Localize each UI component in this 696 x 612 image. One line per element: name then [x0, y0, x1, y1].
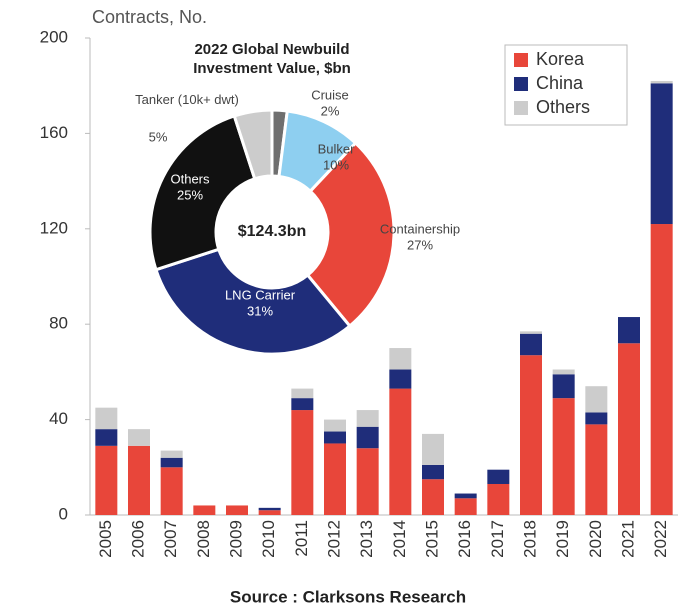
- y-tick-label: 0: [59, 504, 68, 523]
- bar-segment: [128, 445, 150, 515]
- x-tick-label: 2013: [357, 520, 376, 558]
- pie-value-label: 5%: [149, 129, 168, 144]
- bar-segment: [650, 83, 673, 225]
- y-tick-label: 40: [49, 409, 68, 428]
- bar-segment: [95, 445, 118, 515]
- bar-segment: [422, 464, 444, 480]
- pie-slice: [148, 114, 257, 272]
- bar-segment: [324, 443, 346, 515]
- bar-segment: [160, 450, 183, 458]
- x-tick-label: 2005: [96, 520, 115, 558]
- bar-segment: [552, 369, 575, 375]
- pie-value-label: 27%: [407, 237, 433, 252]
- legend-swatch: [514, 53, 528, 67]
- legend-label: China: [536, 73, 584, 93]
- bar-segment: [389, 348, 412, 370]
- x-tick-label: 2009: [226, 520, 245, 558]
- x-tick-label: 2007: [161, 520, 180, 558]
- bar-segment: [454, 493, 477, 499]
- x-tick-label: 2014: [390, 520, 409, 558]
- x-tick-label: 2016: [455, 520, 474, 558]
- bar-segment: [520, 333, 542, 356]
- bar-segment: [487, 483, 510, 515]
- pie-label: Others: [170, 171, 210, 186]
- bar-segment: [95, 429, 118, 446]
- legend-label: Korea: [536, 49, 585, 69]
- bar-segment: [389, 388, 412, 515]
- bar-segment: [618, 317, 640, 344]
- tanker-label-box: Tanker (10k+ dwt): [135, 92, 239, 107]
- source: Source : Clarksons Research: [230, 587, 466, 606]
- pie-center-label: $124.3bn: [238, 223, 306, 240]
- x-tick-label: 2018: [520, 520, 539, 558]
- pie-slice: [305, 140, 396, 329]
- bar-segment: [291, 410, 314, 515]
- bar-segment: [356, 410, 379, 427]
- pie-label: Tanker (10k+ dwt): [135, 92, 239, 107]
- bar-segment: [585, 424, 608, 515]
- pie-label: Bulker: [318, 141, 356, 156]
- bar-segment: [422, 479, 444, 515]
- x-tick-label: 2015: [422, 520, 441, 558]
- x-tick-label: 2017: [488, 520, 507, 558]
- y-tick-label: 120: [40, 218, 68, 237]
- bar-segment: [258, 510, 281, 515]
- legend-swatch: [514, 77, 528, 91]
- x-tick-label: 2021: [618, 520, 637, 558]
- x-tick-label: 2010: [259, 520, 278, 558]
- bar-segment: [618, 343, 640, 515]
- pie-slice: [232, 108, 274, 181]
- x-tick-label: 2020: [586, 520, 605, 558]
- bar-segment: [650, 224, 673, 515]
- bar-segment: [520, 355, 542, 515]
- legend-label: Others: [536, 97, 590, 117]
- bar-segment: [128, 429, 150, 446]
- bar-segment: [585, 412, 608, 425]
- bar-segment: [650, 80, 673, 84]
- bar-segment: [520, 331, 542, 334]
- bar-segment: [585, 386, 608, 413]
- bar-segment: [291, 388, 314, 399]
- bar-segment: [193, 505, 216, 515]
- pie-title-box: 2022 Global Newbuild Investment Value, $…: [193, 41, 351, 77]
- x-tick-label: 2012: [324, 520, 343, 558]
- y-axis-label: Contracts, No.: [92, 7, 207, 27]
- x-tick-label: 2008: [194, 520, 213, 558]
- bar-segment: [324, 431, 346, 444]
- pie-title: 2022 Global Newbuild Investment Value, $…: [193, 41, 351, 77]
- bar-segment: [356, 426, 379, 449]
- bar-segment: [324, 419, 346, 432]
- pie-value-label: 2%: [321, 103, 340, 118]
- pie-value-label: 10%: [323, 157, 349, 172]
- x-tick-label: 2011: [292, 520, 311, 557]
- bar-segment: [454, 498, 477, 515]
- bar-segment: [95, 407, 118, 430]
- legend-swatch: [514, 101, 528, 115]
- pie-label: Cruise: [311, 87, 349, 102]
- y-tick-label: 200: [40, 27, 68, 46]
- bar-segment: [487, 469, 510, 484]
- x-tick-label: 2006: [128, 520, 147, 558]
- pie-label: Containership: [380, 221, 460, 236]
- bar-segment: [422, 433, 444, 465]
- y-tick-label: 160: [40, 123, 68, 142]
- pie-value-label: 31%: [247, 303, 273, 318]
- bar-segment: [160, 467, 183, 515]
- bar-segment: [258, 507, 281, 511]
- bar-segment: [291, 398, 314, 411]
- pie-slice: [154, 247, 352, 356]
- pie-label: LNG Carrier: [225, 287, 296, 302]
- bar-segment: [160, 457, 183, 468]
- x-tick-label: 2022: [651, 520, 670, 558]
- pie-value-label: 25%: [177, 187, 203, 202]
- bar-segment: [356, 448, 379, 515]
- x-tick-label: 2019: [553, 520, 572, 558]
- bar-segment: [552, 398, 575, 515]
- bar-segment: [226, 505, 248, 515]
- bar-segment: [389, 369, 412, 389]
- y-tick-label: 80: [49, 314, 68, 333]
- bar-segment: [552, 374, 575, 399]
